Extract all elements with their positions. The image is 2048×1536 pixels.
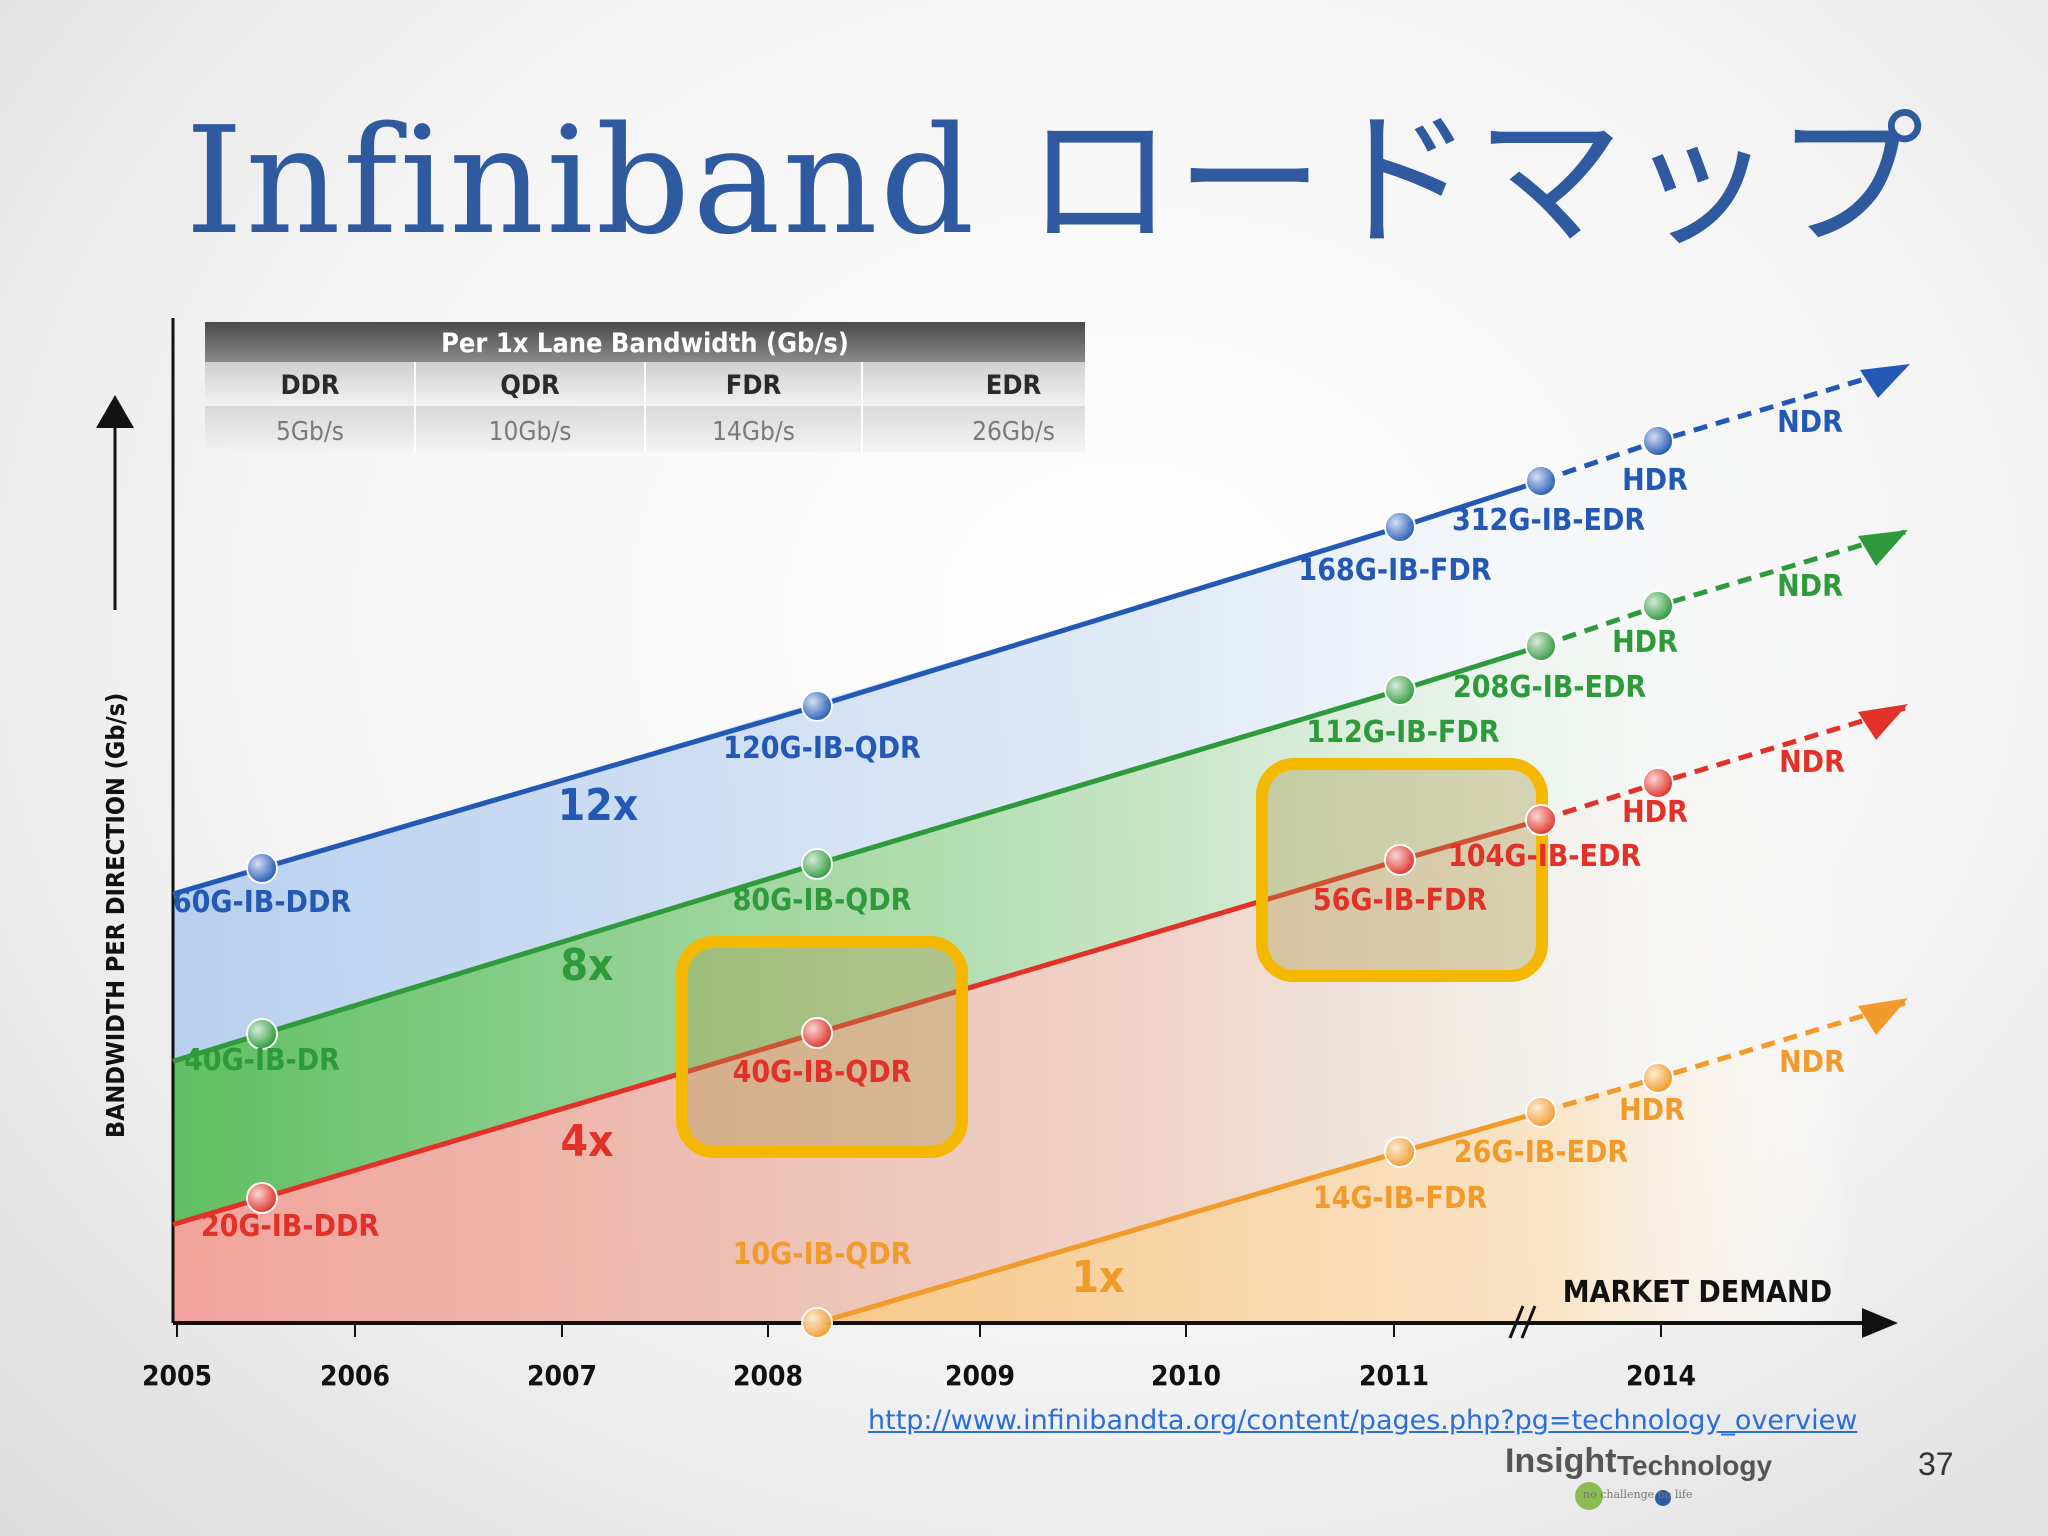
x-ticks: 2005 2006 2007 2008 2009 2010 2011 2014 xyxy=(142,1323,1696,1392)
lane-val-edr: 26Gb/s xyxy=(972,417,1055,447)
series-12x-point-shine xyxy=(1527,467,1555,495)
series-1x-future-point-shine xyxy=(1644,1064,1672,1092)
logo-green-dot xyxy=(1575,1482,1603,1510)
series-4x-future-point-shine xyxy=(1644,769,1672,797)
logo-tagline: no challenge no life xyxy=(1583,1488,1693,1501)
series-12x-arrow xyxy=(1860,364,1910,398)
axis-break-left xyxy=(1508,1305,1525,1339)
bands xyxy=(173,400,1870,1323)
series-4x-arrow xyxy=(1858,704,1908,740)
series-8x-label: 80G-IB-QDR xyxy=(733,883,912,918)
series-1x-label: 14G-IB-FDR xyxy=(1313,1181,1488,1216)
series-8x-point-shine xyxy=(248,1020,276,1048)
series-8x-label: 112G-IB-FDR xyxy=(1306,715,1499,750)
series-12x-label: 312G-IB-EDR xyxy=(1452,503,1645,538)
series-1x-future-label-hdr: HDR xyxy=(1619,1093,1685,1128)
series-1x-point-shine xyxy=(1527,1098,1555,1126)
series-8x-arrow xyxy=(1858,530,1908,566)
series-12x-label: 120G-IB-QDR xyxy=(723,731,921,766)
lane-table-header-bg xyxy=(205,322,1085,362)
series-1x-label: 26G-IB-EDR xyxy=(1454,1135,1629,1170)
x-tick-2010: 2010 xyxy=(1151,1359,1221,1392)
lane-table: Per 1x Lane Bandwidth (Gb/s) DDR 5Gb/s QDR… xyxy=(205,322,1085,452)
lane-val-qdr: 10Gb/s xyxy=(489,417,572,447)
source-link[interactable]: http://www.infinibandta.org/content/page… xyxy=(868,1405,1858,1436)
series-1x-name: 1x xyxy=(1071,1252,1124,1303)
series-12x-point-shine xyxy=(1386,513,1414,541)
market-demand-label: MARKET DEMAND xyxy=(1563,1275,1832,1310)
logo-technology: Technology xyxy=(1617,1450,1773,1481)
series-8x-point-shine xyxy=(803,850,831,878)
series-8x-label: 208G-IB-EDR xyxy=(1453,670,1646,705)
lane-col-fdr: FDR xyxy=(726,370,782,401)
lane-col-qdr: QDR xyxy=(500,370,560,401)
x-axis-arrow xyxy=(1862,1308,1898,1338)
series-12x-point-shine xyxy=(803,692,831,720)
x-tick-2011: 2011 xyxy=(1359,1359,1429,1392)
band-1x xyxy=(817,1030,1870,1323)
x-tick-2008: 2008 xyxy=(733,1359,803,1392)
axis-break-right xyxy=(1520,1305,1537,1339)
y-axis-label: BANDWIDTH PER DIRECTION (Gb/s) xyxy=(101,693,130,1138)
lane-table-columns: DDR 5Gb/s QDR 10Gb/s FDR 14Gb/s EDR 26Gb/s xyxy=(276,362,1055,452)
series-4x-label: 56G-IB-FDR xyxy=(1313,883,1488,918)
series-4x-point-shine xyxy=(803,1019,831,1047)
lane-table-header: Per 1x Lane Bandwidth (Gb/s) xyxy=(441,328,849,359)
axes: BANDWIDTH PER DIRECTION (Gb/s) 2005 2006 2… xyxy=(96,318,1898,1392)
logo-insight: Insight xyxy=(1505,1442,1617,1480)
series-8x-future-point-shine xyxy=(1644,592,1672,620)
series-12x-label: 60G-IB-DDR xyxy=(173,885,352,920)
series-4x-label: 104G-IB-EDR xyxy=(1448,839,1641,874)
series-marks: 12x 60G-IB-DDR 120G-IB-QDR 168G-IB-FDR 312G-… xyxy=(173,405,1845,1339)
series-1x-label: 10G-IB-QDR xyxy=(733,1237,912,1272)
x-tick-2007: 2007 xyxy=(527,1359,597,1392)
series-12x-future-label-ndr: NDR xyxy=(1777,405,1843,440)
lane-val-fdr: 14Gb/s xyxy=(712,417,795,447)
series-4x-label: 40G-IB-QDR xyxy=(733,1055,912,1090)
series-1x-arrow xyxy=(1858,998,1908,1035)
series-8x-future-label-ndr: NDR xyxy=(1777,569,1843,604)
series-12x-future-label-hdr: HDR xyxy=(1622,463,1688,498)
slide-title: Infiniband ロードマップ xyxy=(185,95,1926,267)
series-12x-label: 168G-IB-FDR xyxy=(1298,553,1491,588)
series-4x-label: 20G-IB-DDR xyxy=(201,1209,380,1244)
series-1x-point-shine xyxy=(1386,1138,1414,1166)
lane-col-ddr: DDR xyxy=(280,370,339,401)
series-4x-point-shine xyxy=(1386,846,1414,874)
x-tick-2006: 2006 xyxy=(320,1359,390,1392)
series-12x-name: 12x xyxy=(558,780,639,831)
series-4x-name: 4x xyxy=(560,1116,613,1167)
series-8x-label: 40G-IB-DR xyxy=(184,1043,340,1078)
series-8x-future-label-hdr: HDR xyxy=(1612,625,1678,660)
axis-break xyxy=(1508,1305,1537,1339)
series-4x-future-label-ndr: NDR xyxy=(1779,745,1845,780)
series-8x-point-shine xyxy=(1527,632,1555,660)
series-1x-point-shine xyxy=(803,1309,831,1337)
page-number: 37 xyxy=(1918,1446,1954,1482)
y-label-arrow xyxy=(96,395,134,428)
series-4x-future-label-hdr: HDR xyxy=(1622,795,1688,830)
logo-blue-dot xyxy=(1655,1490,1671,1506)
series-12x-point-shine xyxy=(248,854,276,882)
series-4x-point-shine xyxy=(1527,806,1555,834)
series-4x-point-shine xyxy=(248,1184,276,1212)
lane-col-edr: EDR xyxy=(986,370,1042,401)
x-tick-2009: 2009 xyxy=(945,1359,1015,1392)
x-tick-2005: 2005 xyxy=(142,1359,212,1392)
series-8x-point-shine xyxy=(1386,676,1414,704)
company-logo: Insight Technology no challenge no life xyxy=(1505,1442,1772,1512)
series-12x-future-point-shine xyxy=(1644,427,1672,455)
series-8x-name: 8x xyxy=(560,940,613,991)
x-tick-2014: 2014 xyxy=(1626,1359,1696,1392)
series-1x-future-label-ndr: NDR xyxy=(1779,1045,1845,1080)
lane-val-ddr: 5Gb/s xyxy=(276,417,344,447)
